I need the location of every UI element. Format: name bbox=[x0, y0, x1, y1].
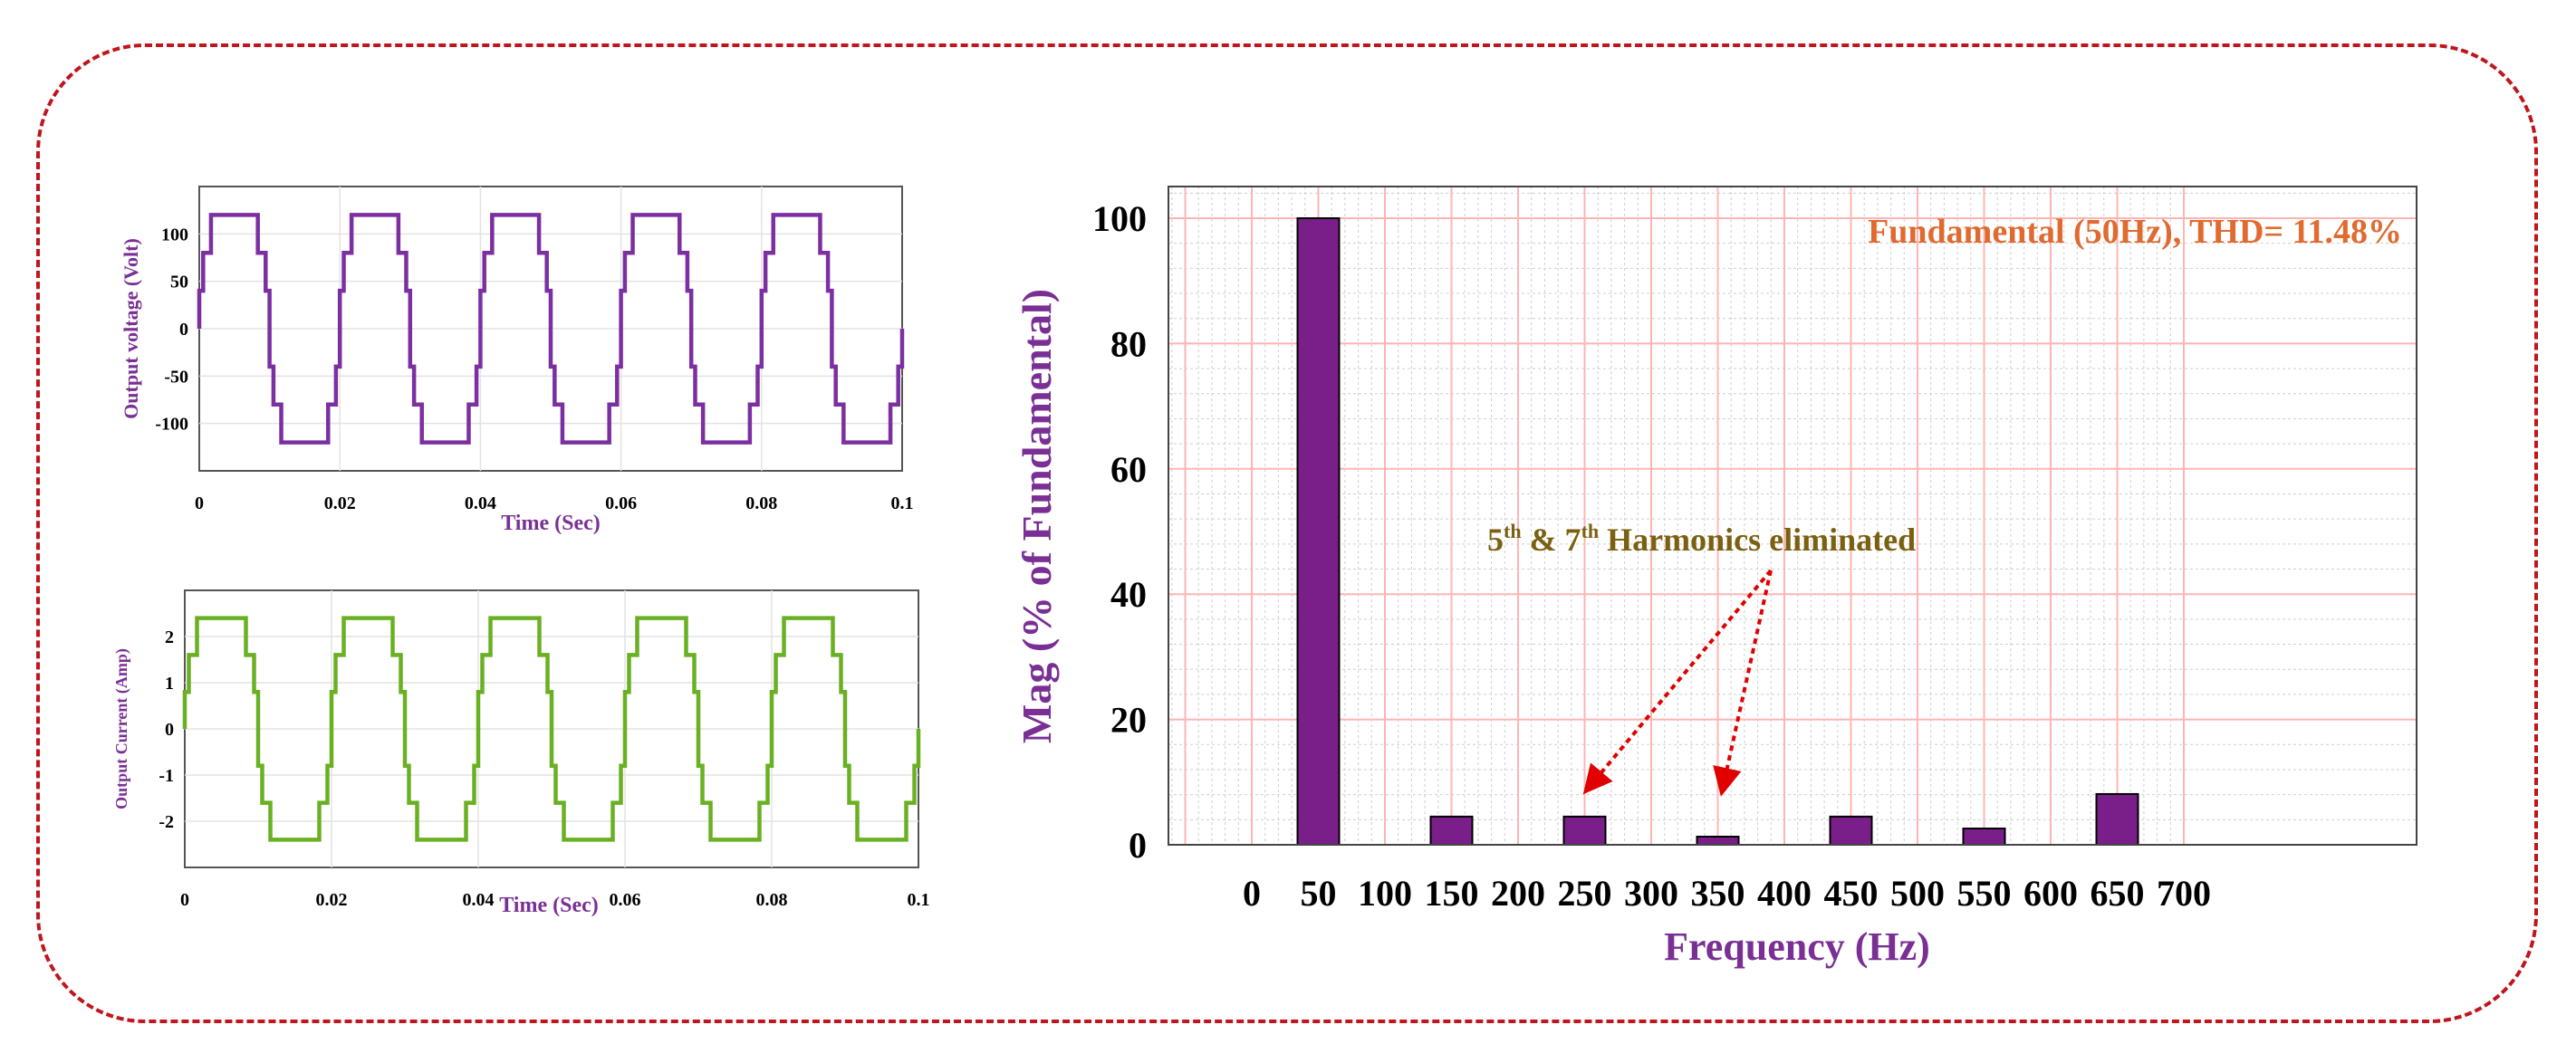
voltage-trace bbox=[197, 213, 905, 445]
y-tick-label: -100 bbox=[155, 415, 188, 435]
voltage-y-label: Output voltage (Volt) bbox=[120, 238, 142, 419]
fft-grid bbox=[1168, 187, 2417, 846]
current-y-ticks: 2 1 0 -1 -2 bbox=[159, 627, 174, 832]
fft-plot-area bbox=[1168, 187, 2417, 845]
x-tick-label: 0.1 bbox=[891, 493, 914, 513]
y-tick-label: -2 bbox=[159, 812, 174, 832]
fft-plot-border bbox=[1168, 186, 2417, 846]
y-tick-label: 0 bbox=[179, 320, 188, 340]
fft-x-tick-label: 50 bbox=[1301, 873, 1337, 914]
current-x-label: Time (Sec) bbox=[499, 894, 599, 917]
fft-bar-650hz bbox=[2095, 792, 2139, 846]
fft-bar-450hz bbox=[1829, 815, 1873, 846]
y-tick-label: 0 bbox=[165, 720, 174, 740]
x-tick-label: 0.08 bbox=[745, 493, 777, 513]
voltage-x-ticks: 0 0.02 0.04 0.06 0.08 0.1 bbox=[195, 493, 914, 513]
arrow-to-250hz bbox=[1582, 569, 1773, 795]
x-tick-label: 0.06 bbox=[605, 493, 637, 513]
x-tick-label: 0.08 bbox=[756, 890, 788, 910]
voltage-grid bbox=[199, 187, 902, 471]
annotation-sup-7: th bbox=[1581, 520, 1600, 542]
fft-bars bbox=[1296, 217, 2139, 847]
x-tick-label: 0.02 bbox=[316, 890, 348, 910]
y-tick-label: 50 bbox=[170, 273, 188, 292]
x-tick-label: 0 bbox=[195, 493, 204, 513]
fft-y-tick-label: 80 bbox=[1110, 323, 1147, 364]
fft-bar-250hz bbox=[1562, 815, 1607, 846]
fft-y-tick-label: 40 bbox=[1110, 574, 1147, 615]
fft-x-tick-label: 150 bbox=[1425, 873, 1479, 914]
fft-x-tick-label: 250 bbox=[1558, 873, 1612, 914]
fft-x-tick-label: 450 bbox=[1824, 873, 1879, 914]
x-tick-label: 0.02 bbox=[324, 493, 356, 513]
x-tick-label: 0 bbox=[180, 890, 189, 910]
fft-x-tick-label: 600 bbox=[2023, 873, 2078, 914]
y-tick-label: 100 bbox=[161, 225, 188, 244]
fft-y-tick-label: 60 bbox=[1110, 449, 1147, 490]
annotation-amp-7: & 7 bbox=[1522, 522, 1581, 558]
y-tick-label: -1 bbox=[159, 766, 174, 786]
fft-bar-550hz bbox=[1962, 828, 2006, 846]
voltage-y-ticks: 100 50 0 -50 -100 bbox=[155, 225, 188, 434]
fft-y-tick-label: 0 bbox=[1129, 825, 1147, 866]
x-tick-label: 0.04 bbox=[465, 493, 496, 513]
fft-x-ticks: 0 50 100 150 200 250 300 350 400 450 500 550 600 650 7… bbox=[1243, 873, 2211, 914]
fft-x-tick-label: 700 bbox=[2157, 873, 2211, 914]
fft-y-ticks: 0 20 40 60 80 100 bbox=[1092, 198, 1147, 866]
x-tick-label: 0.04 bbox=[463, 890, 495, 910]
fft-x-tick-label: 550 bbox=[1957, 873, 2012, 914]
fft-y-tick-label: 20 bbox=[1110, 700, 1147, 741]
fft-x-tick-label: 0 bbox=[1243, 873, 1261, 914]
fft-thd-title: Fundamental (50Hz), THD= 11.48% bbox=[1868, 213, 2402, 251]
fft-x-tick-label: 300 bbox=[1624, 873, 1678, 914]
fft-x-label: Frequency (Hz) bbox=[1664, 924, 1930, 969]
current-x-ticks: 0 0.02 0.04 0.06 0.08 0.1 bbox=[180, 890, 930, 910]
voltage-x-label: Time (Sec) bbox=[501, 512, 601, 535]
annotation-5: 5 bbox=[1487, 522, 1504, 558]
harmonics-annotation: 5th & 7th Harmonics eliminated bbox=[1487, 520, 1916, 558]
x-tick-label: 0.1 bbox=[908, 890, 930, 910]
fft-y-label: Mag (% of Fundamental) bbox=[1014, 289, 1060, 743]
fft-bar-150hz bbox=[1429, 815, 1474, 846]
y-tick-label: -50 bbox=[164, 367, 188, 387]
fft-y-tick-label: 100 bbox=[1092, 198, 1147, 239]
fft-x-tick-label: 350 bbox=[1691, 873, 1745, 914]
x-tick-label: 0.06 bbox=[610, 890, 641, 910]
dashed-border-frame bbox=[36, 43, 2538, 1023]
y-tick-label: 2 bbox=[165, 627, 174, 647]
arrow-to-350hz bbox=[1713, 570, 1773, 797]
fft-x-tick-label: 100 bbox=[1358, 873, 1412, 914]
fft-bar-350hz bbox=[1696, 836, 1740, 847]
fft-x-tick-label: 650 bbox=[2091, 873, 2145, 914]
fft-bar-50hz bbox=[1296, 217, 1341, 846]
annotation-sup-5: th bbox=[1504, 520, 1522, 542]
fft-x-tick-label: 200 bbox=[1491, 873, 1545, 914]
current-y-label: Output Current (Amp) bbox=[112, 648, 131, 809]
annotation-arrows bbox=[1582, 569, 1773, 797]
fft-x-tick-label: 500 bbox=[1890, 873, 1945, 914]
current-trace bbox=[182, 616, 921, 842]
y-tick-label: 1 bbox=[165, 674, 174, 694]
annotation-rest: Harmonics eliminated bbox=[1599, 522, 1916, 558]
fft-x-tick-label: 400 bbox=[1757, 873, 1812, 914]
